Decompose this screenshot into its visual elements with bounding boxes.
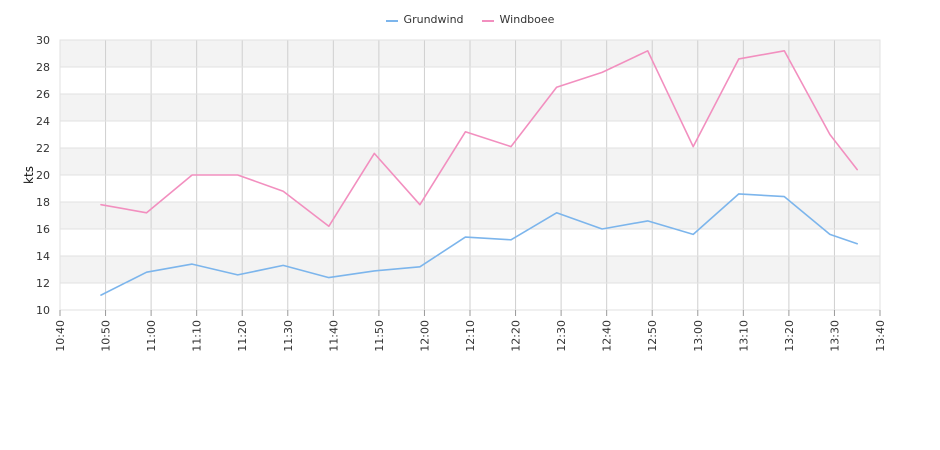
x-tick-label: 12:00	[418, 320, 431, 352]
x-tick-label: 13:10	[737, 320, 750, 352]
y-tick-label: 24	[36, 115, 50, 128]
y-tick-label: 12	[36, 277, 50, 290]
legend-label-windboee: Windboee	[499, 13, 555, 26]
x-tick-label: 11:40	[327, 320, 340, 352]
y-tick-label: 26	[36, 88, 50, 101]
y-axis-title: kts	[22, 166, 36, 184]
x-tick-label: 11:20	[236, 320, 249, 352]
x-tick-label: 12:50	[646, 320, 659, 352]
legend-label-grundwind: Grundwind	[403, 13, 464, 26]
x-tick-label: 11:00	[145, 320, 158, 352]
y-tick-label: 16	[36, 223, 50, 236]
y-tick-label: 20	[36, 169, 50, 182]
horizontal-gridlines	[59, 39, 881, 311]
x-tick-label: 11:10	[191, 320, 204, 352]
x-tick-label: 13:40	[874, 320, 887, 352]
legend-swatch-grundwind	[385, 19, 398, 22]
y-tick-label: 28	[36, 61, 50, 74]
series-line-grundwind[interactable]	[100, 193, 859, 296]
series-lines	[100, 49, 859, 296]
x-tick-label: 10:50	[100, 320, 113, 352]
y-tick-label: 30	[36, 34, 50, 47]
y-tick-label: 10	[36, 304, 50, 317]
y-axis-ticks: 10 12 14 16 18 20 22 24 26 28 30	[36, 34, 50, 317]
legend-swatch-windboee	[481, 19, 494, 22]
x-tick-label: 12:20	[510, 320, 523, 352]
x-tick-label: 11:50	[373, 320, 386, 352]
x-tick-label: 12:30	[555, 320, 568, 352]
legend-item-grundwind[interactable]: Grundwind	[385, 13, 464, 26]
legend: Grundwind Windboee	[0, 13, 940, 26]
legend-item-windboee[interactable]: Windboee	[481, 13, 555, 26]
x-axis-ticks: 10:40 10:50 11:00 11:10 11:20 11:30 11:40 11:50…	[54, 310, 887, 352]
y-tick-label: 22	[36, 142, 50, 155]
x-tick-label: 13:30	[828, 320, 841, 352]
x-tick-label: 13:20	[783, 320, 796, 352]
x-tick-label: 13:00	[692, 320, 705, 352]
x-tick-label: 12:10	[464, 320, 477, 352]
x-tick-label: 11:30	[282, 320, 295, 352]
x-tick-label: 12:40	[601, 320, 614, 352]
series-line-windboee[interactable]	[100, 49, 859, 228]
x-tick-label: 10:40	[54, 320, 67, 352]
y-tick-label: 18	[36, 196, 50, 209]
y-tick-label: 14	[36, 250, 50, 263]
